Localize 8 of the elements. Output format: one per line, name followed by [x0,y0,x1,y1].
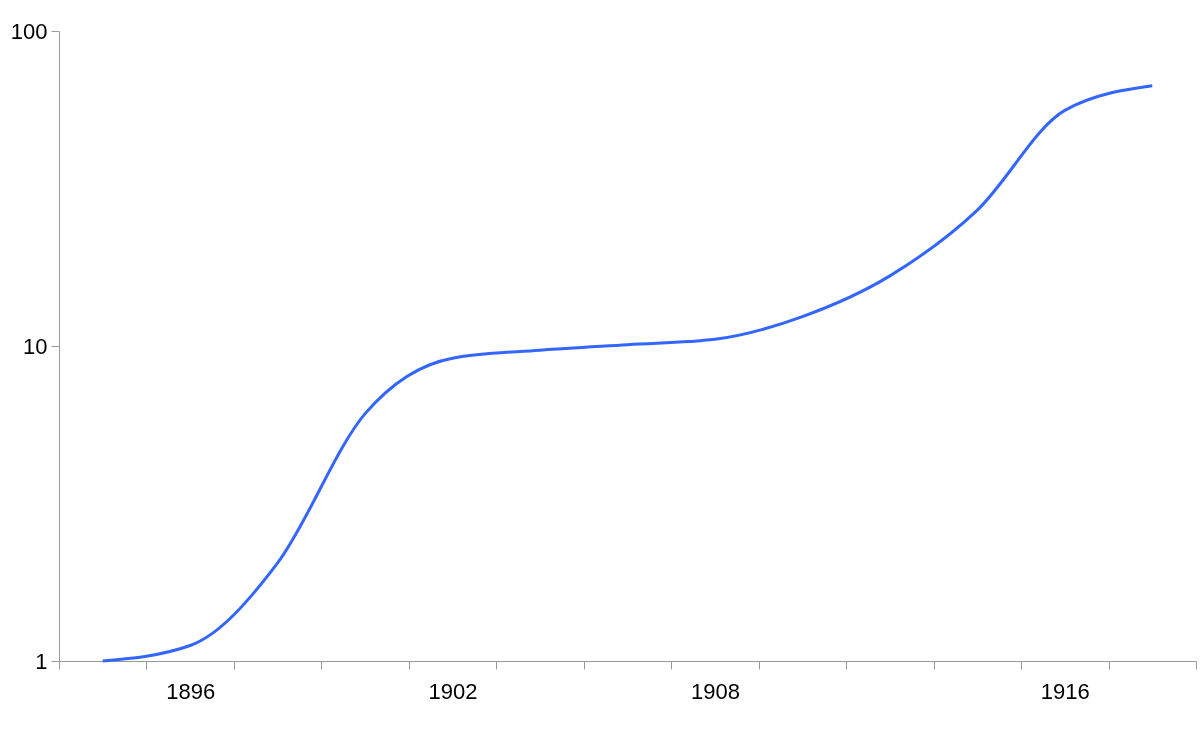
line-series [101,84,1154,663]
x-tick-label: 1896 [166,678,216,704]
y-tick-label: 1 [35,648,48,674]
x-tick-label: 1908 [690,678,740,704]
x-tick-label: 1902 [428,678,478,704]
y-tick-label: 10 [23,333,48,359]
x-tick-label: 1916 [1040,678,1090,704]
y-tick-label: 100 [10,18,48,44]
